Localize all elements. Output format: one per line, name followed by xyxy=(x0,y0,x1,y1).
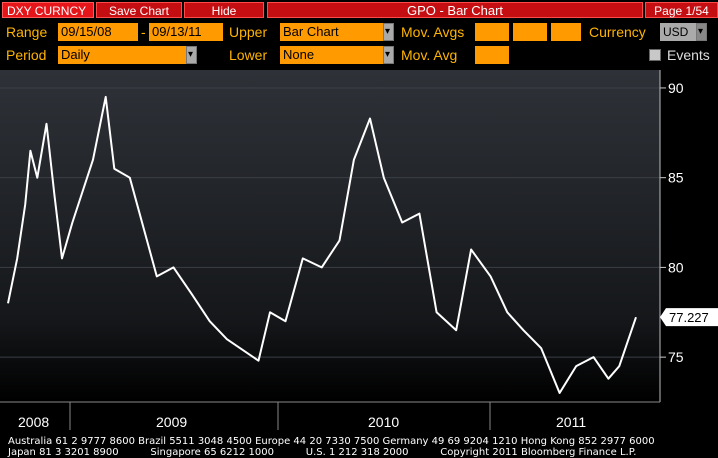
period-select[interactable]: Daily xyxy=(58,46,186,64)
y-tick-marks xyxy=(660,87,666,358)
y-tick-label: 80 xyxy=(668,259,684,275)
hide-button[interactable]: Hide xyxy=(184,2,264,18)
footer-contacts-line1: Australia 61 2 9777 8600 Brazil 5511 304… xyxy=(8,436,655,447)
range-end-field[interactable]: 09/13/11 xyxy=(149,23,223,41)
y-axis-ticks: 90 85 80 75 xyxy=(668,80,684,365)
mov-avg-2-field[interactable] xyxy=(513,23,547,41)
page-title: GPO - Bar Chart xyxy=(267,2,643,18)
grid-lines xyxy=(0,87,660,358)
period-label: Period xyxy=(6,47,47,63)
x-axis-label: 2009 xyxy=(156,414,187,430)
x-axis-label: 2008 xyxy=(18,414,49,430)
lower-select[interactable]: None xyxy=(280,46,383,64)
mov-avg-3-field[interactable] xyxy=(551,23,581,41)
events-checkbox[interactable] xyxy=(649,49,661,61)
x-axis-labels: 2008 2009 2010 2011 xyxy=(18,402,586,430)
range-start-field[interactable]: 09/15/08 xyxy=(58,23,138,41)
save-chart-button[interactable]: Save Chart xyxy=(96,2,182,18)
range-separator: - xyxy=(141,24,146,40)
last-value-label: 77.227 xyxy=(669,310,709,325)
upper-chevron-down-icon[interactable] xyxy=(383,23,394,41)
ticker-field[interactable]: DXY CURNCY xyxy=(2,2,94,18)
footer-contacts-line2: Japan 81 3 3201 8900 Singapore 65 6212 1… xyxy=(8,447,637,458)
mov-avg-lower-field[interactable] xyxy=(475,46,509,64)
top-bar: DXY CURNCY Save Chart Hide GPO - Bar Cha… xyxy=(0,0,718,20)
lower-label: Lower xyxy=(229,47,268,63)
y-tick-label: 85 xyxy=(668,170,684,186)
currency-label: Currency xyxy=(589,24,646,40)
mov-avgs-label: Mov. Avgs xyxy=(401,24,465,40)
x-axis-label: 2011 xyxy=(556,414,586,430)
currency-chevron-down-icon[interactable] xyxy=(696,23,707,41)
y-tick-label: 90 xyxy=(668,80,684,96)
range-label: Range xyxy=(6,24,48,40)
period-chevron-down-icon[interactable] xyxy=(186,46,197,64)
mov-avg-1-field[interactable] xyxy=(475,23,509,41)
x-axis-label: 2010 xyxy=(368,414,399,430)
plot-background xyxy=(0,70,660,402)
price-chart[interactable]: 90 85 80 75 77.227 2008 2009 2010 2011 xyxy=(0,70,718,432)
mov-avg-label: Mov. Avg xyxy=(401,47,458,63)
price-line xyxy=(7,95,637,394)
last-value-tag: 77.227 xyxy=(660,308,718,327)
upper-label: Upper xyxy=(229,24,268,40)
lower-chevron-down-icon[interactable] xyxy=(383,46,394,64)
currency-select[interactable]: USD xyxy=(660,23,696,41)
y-tick-label: 75 xyxy=(668,349,684,365)
events-label: Events xyxy=(667,47,710,63)
upper-select[interactable]: Bar Chart xyxy=(280,23,383,41)
page-indicator: Page 1/54 xyxy=(645,2,718,18)
